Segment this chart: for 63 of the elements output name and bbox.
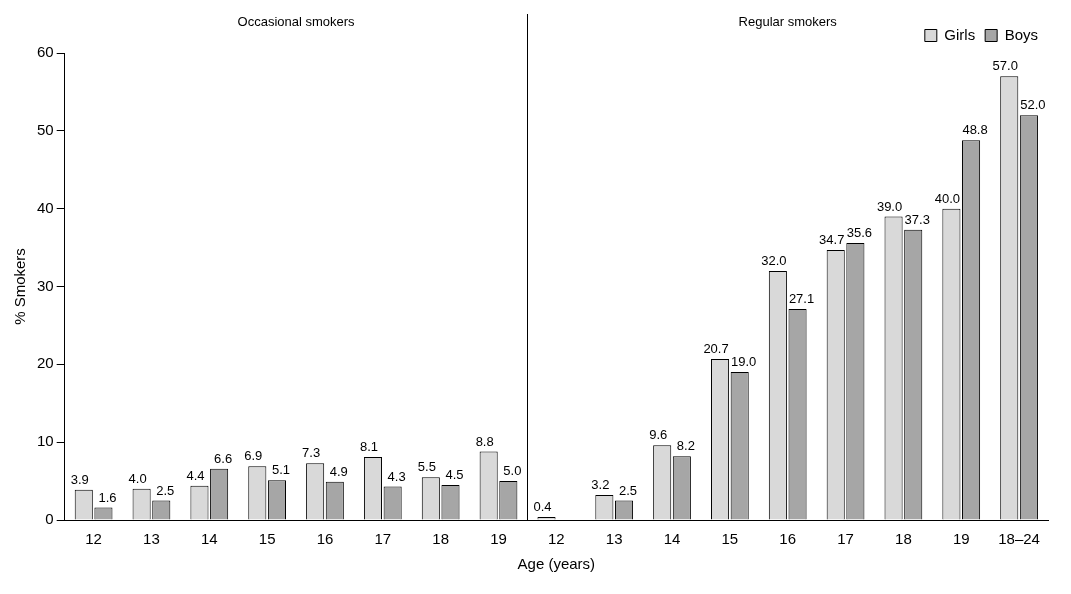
data-label: 2.5 — [618, 482, 638, 498]
data-label: 9.6 — [649, 427, 668, 443]
x-tick-label: 12 — [85, 530, 102, 548]
data-label: 2.5 — [156, 482, 175, 498]
data-label: 8.8 — [475, 433, 494, 449]
x-tick-label: 18 — [432, 530, 449, 548]
data-label: 39.0 — [876, 198, 903, 214]
x-tick-label: 18–24 — [998, 530, 1040, 548]
x-tick-label: 12 — [548, 530, 565, 548]
y-axis-title: % Smokers — [11, 248, 29, 325]
x-tick-label: 17 — [374, 530, 392, 548]
data-label: 7.3 — [302, 445, 321, 461]
x-tick-label: 14 — [200, 530, 218, 548]
data-label: 8.2 — [676, 438, 695, 454]
x-tick-label: 15 — [721, 530, 739, 548]
data-label: 3.9 — [70, 471, 89, 487]
data-label: 6.9 — [244, 448, 263, 464]
x-tick-label: 16 — [316, 530, 334, 548]
data-label: 4.4 — [186, 467, 205, 483]
data-label: 0.4 — [533, 498, 552, 514]
x-axis-title: Age (years) — [517, 555, 596, 573]
data-label: 5.5 — [417, 459, 436, 475]
data-label: 27.1 — [788, 291, 815, 307]
y-tick-label: 30 — [37, 276, 54, 294]
y-tick-label: 0 — [45, 510, 54, 528]
data-label: 52.0 — [1020, 97, 1046, 113]
legend-label: Girls — [944, 25, 976, 43]
data-label: 4.0 — [128, 470, 147, 486]
y-tick-label: 20 — [37, 354, 54, 372]
x-tick-label: 15 — [258, 530, 276, 548]
data-label: 6.6 — [214, 450, 233, 466]
data-label: 37.3 — [904, 211, 930, 227]
y-tick-label: 40 — [37, 198, 54, 216]
data-label: 1.6 — [98, 489, 117, 505]
x-tick-label: 17 — [837, 530, 854, 548]
legend-label: Boys — [1004, 25, 1039, 43]
y-tick-label: 50 — [37, 120, 54, 138]
data-label: 32.0 — [761, 253, 787, 269]
text: Regular smokers — [738, 14, 838, 30]
y-tick-label: 60 — [37, 43, 54, 61]
x-tick-label: 19 — [952, 530, 970, 548]
data-label: 8.1 — [359, 439, 379, 455]
data-label: 4.5 — [445, 467, 464, 483]
data-label: 3.2 — [591, 477, 610, 493]
x-tick-label: 19 — [490, 530, 507, 548]
data-label: 48.8 — [962, 122, 988, 138]
x-tick-label: 18 — [895, 530, 912, 548]
data-label: 19.0 — [731, 354, 757, 370]
data-label: 20.7 — [703, 340, 729, 356]
data-label: 34.7 — [819, 232, 845, 247]
data-label: 35.6 — [846, 224, 873, 240]
x-tick-label: 13 — [143, 530, 160, 548]
y-tick-label: 10 — [37, 432, 54, 450]
x-tick-label: 16 — [779, 530, 797, 548]
data-label: 5.0 — [503, 463, 522, 479]
x-tick-label: 13 — [605, 530, 623, 548]
data-label: 5.1 — [271, 462, 290, 478]
data-label: 40.0 — [934, 190, 961, 206]
data-label: 57.0 — [992, 58, 1018, 74]
data-label: 4.3 — [387, 468, 406, 484]
x-tick-label: 14 — [663, 530, 681, 548]
text: Occasional smokers — [237, 14, 356, 30]
data-label: 4.9 — [329, 463, 348, 479]
